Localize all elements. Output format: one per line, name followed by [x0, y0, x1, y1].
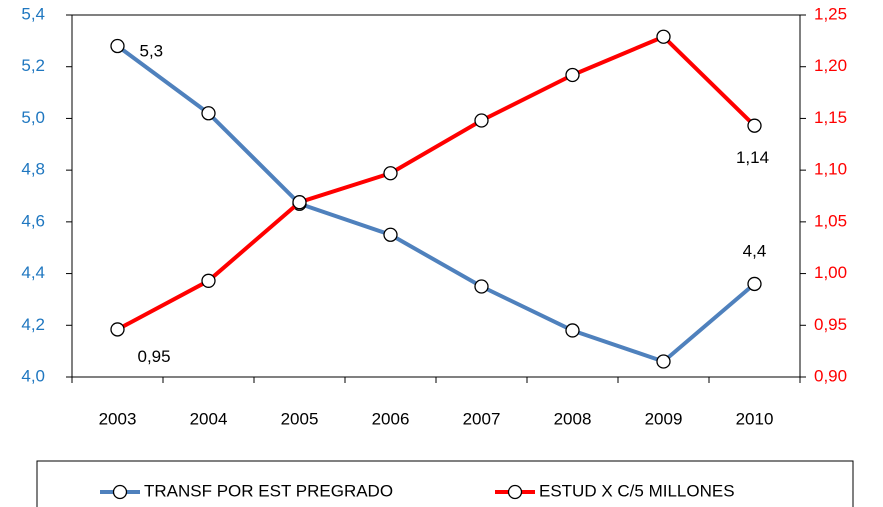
point: [565, 67, 580, 83]
y-tick-label: 5,0: [21, 108, 45, 127]
data-label: 5,3: [140, 42, 164, 61]
legend-box: [36, 460, 854, 507]
legend-label: TRANSF POR EST PREGRADO: [144, 481, 393, 500]
y2-tick-label: 1,05: [814, 211, 847, 230]
y2-tick-label: 1,00: [814, 263, 847, 282]
legend-marker: [112, 484, 128, 500]
y2-tick-label: 0,90: [814, 366, 847, 385]
y-tick-label: 5,2: [21, 56, 45, 75]
y2-tick-label: 1,10: [814, 160, 847, 179]
y2-tick-label: 0,95: [814, 315, 847, 334]
y2-tick-label: 1,15: [814, 108, 847, 127]
series-line: [116, 44, 756, 364]
point: [292, 195, 307, 210]
y-tick-label: 5,4: [21, 4, 45, 23]
x-tick-label: 2008: [554, 409, 592, 428]
x-tick-label: 2010: [736, 409, 774, 428]
point: [474, 279, 489, 294]
y-tick-label: 4,2: [21, 315, 45, 334]
point: [201, 273, 216, 288]
point: [656, 29, 671, 44]
point: [474, 113, 489, 128]
y2-tick-label: 1,20: [814, 56, 847, 75]
y2-tick-label: 1,25: [814, 4, 847, 23]
y-tick-label: 4,6: [21, 211, 45, 230]
data-label: 0,95: [138, 347, 171, 366]
series-line: [116, 34, 756, 332]
point: [747, 276, 762, 292]
point: [383, 227, 398, 242]
point: [110, 38, 125, 54]
point: [656, 354, 671, 369]
plot-area: [71, 14, 801, 378]
point: [201, 106, 216, 121]
x-tick-label: 2009: [645, 409, 683, 428]
point: [383, 166, 398, 181]
y-tick-label: 4,4: [21, 263, 45, 282]
point: [565, 323, 580, 338]
x-tick-label: 2007: [463, 409, 501, 428]
point: [110, 322, 125, 337]
x-tick-label: 2003: [99, 409, 137, 428]
x-tick-label: 2006: [372, 409, 410, 428]
y-tick-label: 4,0: [21, 366, 45, 385]
y-tick-label: 4,8: [21, 160, 45, 179]
legend-marker: [507, 484, 523, 500]
legend-label: ESTUD X C/5 MILLONES: [539, 481, 735, 500]
x-tick-label: 2004: [190, 409, 228, 428]
data-label: 4,4: [743, 241, 767, 260]
data-label: 1,14: [736, 148, 769, 167]
point: [747, 118, 762, 133]
x-tick-label: 2005: [281, 409, 319, 428]
